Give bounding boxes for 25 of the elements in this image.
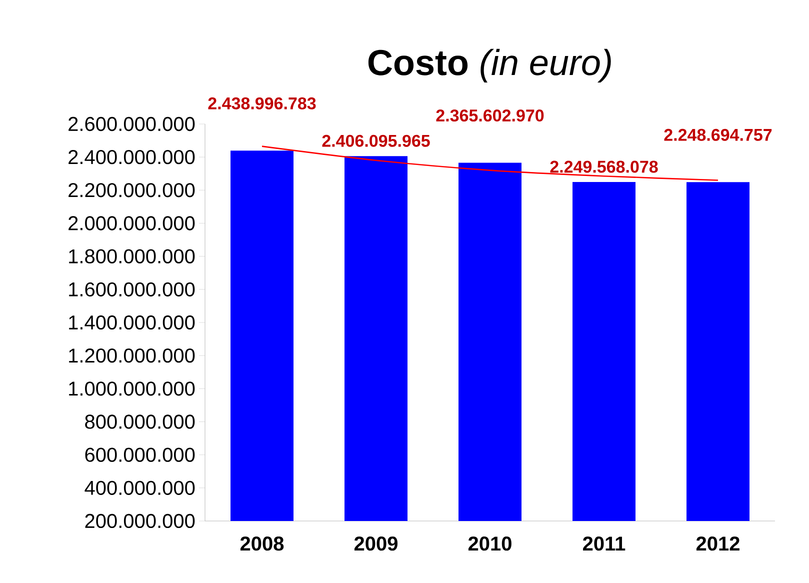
data-label: 2.438.996.783 bbox=[208, 97, 316, 110]
x-tick-label: 2012 bbox=[696, 536, 740, 551]
y-tick-label: 1.600.000.000 bbox=[69, 282, 195, 296]
y-tick-label: 1.800.000.000 bbox=[69, 249, 195, 264]
data-label: 2.365.602.970 bbox=[436, 110, 544, 122]
data-label: 2.249.568.078 bbox=[550, 160, 658, 173]
y-tick-label: 2.000.000.000 bbox=[68, 216, 195, 230]
y-tick-label: 2.600.000.000 bbox=[68, 116, 195, 132]
x-tick-label: 2009 bbox=[354, 536, 398, 551]
y-tick-label: 1.200.000.000 bbox=[69, 348, 195, 363]
x-tick-label: 2011 bbox=[582, 536, 626, 551]
line-series bbox=[261, 146, 719, 181]
y-tick-label: 600.000.000 bbox=[85, 448, 195, 462]
y-tick-label: 2.400.000.000 bbox=[68, 150, 195, 164]
x-tick-label: 2010 bbox=[468, 536, 512, 551]
y-tick-label: 1.000.000.000 bbox=[69, 382, 195, 396]
y-tick-label: 200.000.000 bbox=[85, 514, 195, 528]
data-label: 2.248.694.757 bbox=[664, 128, 772, 141]
chart-title: Costo (in euro) bbox=[368, 48, 611, 82]
y-tick-label: 800.000.000 bbox=[85, 414, 195, 429]
data-label: 2.406.095.965 bbox=[322, 134, 430, 147]
x-tick-label: 2008 bbox=[240, 536, 284, 551]
y-tick-label: 1.400.000.000 bbox=[69, 315, 195, 330]
y-tick-label: 400.000.000 bbox=[84, 480, 195, 495]
y-tick-label: 2.200.000.000 bbox=[68, 183, 195, 198]
